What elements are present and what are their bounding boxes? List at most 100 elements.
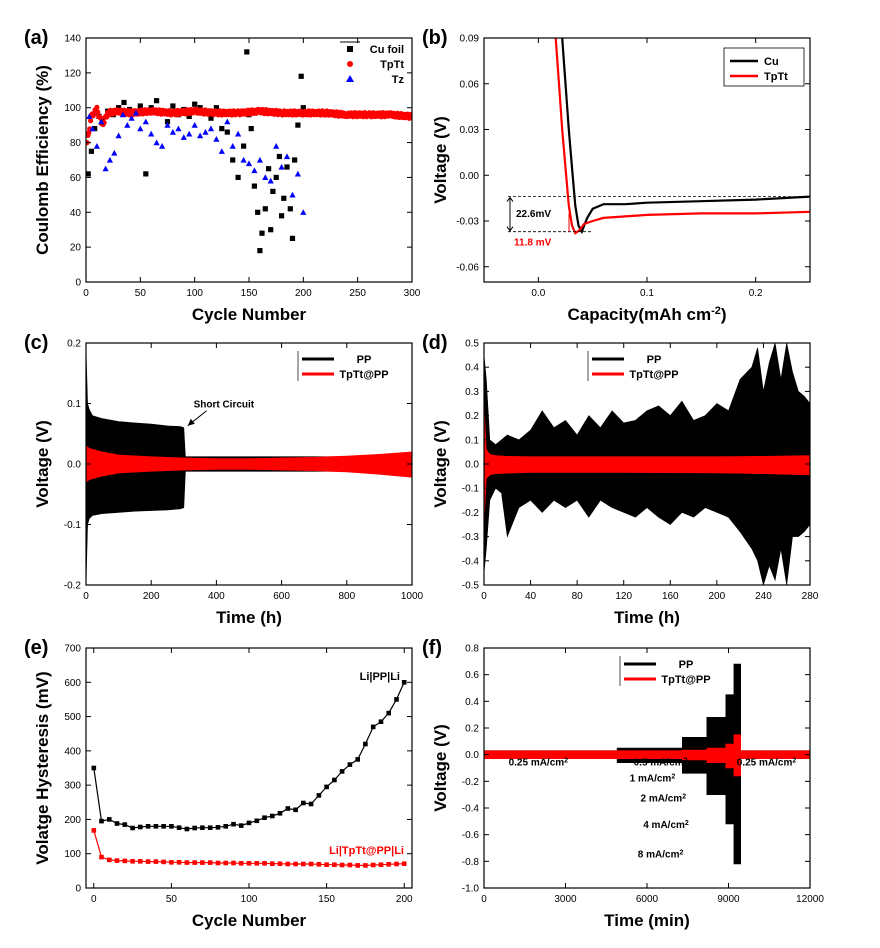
y-tick-label-d: -0.5 bbox=[462, 581, 480, 592]
series-a-2-point bbox=[240, 156, 247, 163]
series-e-0-point bbox=[238, 823, 244, 828]
legend-label-d: TpTt@PP bbox=[629, 369, 678, 381]
y-tick-label-a: 60 bbox=[70, 173, 82, 184]
series-a-0-point bbox=[208, 115, 214, 121]
y-tick-label-c: -0.1 bbox=[64, 520, 82, 531]
x-axis-title-e: Cycle Number bbox=[192, 911, 307, 930]
rate-label-sup: 2 bbox=[685, 820, 689, 827]
series-a-0-point bbox=[257, 248, 263, 254]
series-a-0-point bbox=[137, 103, 143, 109]
y-tick-label-e: 100 bbox=[64, 849, 81, 860]
series-e-0-point bbox=[161, 824, 166, 829]
series-e-0-point bbox=[184, 826, 190, 832]
series-a-0-point bbox=[270, 188, 276, 194]
y-axis-title-c: Voltage (V) bbox=[33, 420, 52, 508]
panel-label-b: (b) bbox=[422, 27, 448, 49]
chart-panel-e: 0 50 100 150 200 0 100 200 300 400 500 600 700 (e) Cyc… bbox=[24, 637, 413, 930]
series-e-0-point bbox=[176, 825, 182, 830]
y-tick-label-d: 0.2 bbox=[465, 411, 479, 422]
x-tick-label-a: 200 bbox=[295, 288, 312, 299]
y-tick-label-c: 0.1 bbox=[67, 399, 81, 410]
series-a-0-point bbox=[92, 126, 98, 132]
y-tick-label-d: 0.1 bbox=[465, 435, 479, 446]
series-e-1-point bbox=[114, 858, 120, 863]
y-tick-label-a: 120 bbox=[64, 68, 81, 79]
series-e-0-point bbox=[223, 824, 228, 829]
x-tick-label-f: 9000 bbox=[717, 894, 740, 905]
panel-label-c: (c) bbox=[24, 332, 48, 354]
rate-label-sup: 2 bbox=[682, 793, 686, 800]
legend-marker-a bbox=[346, 75, 354, 82]
series-a-2-point bbox=[98, 118, 105, 125]
rate-label: 2 mA/cm2 bbox=[641, 793, 687, 805]
series-e-1-point bbox=[153, 859, 159, 864]
plot-area-b bbox=[554, 38, 810, 235]
series-e-0-point bbox=[130, 825, 135, 831]
series-e-0-point bbox=[277, 811, 283, 816]
series-e-0-point bbox=[145, 824, 151, 829]
series-e-0-point bbox=[122, 822, 128, 827]
y-tick-label-e: 0 bbox=[75, 884, 81, 895]
series-a-0-point bbox=[273, 174, 279, 180]
arrow-head-cu-up bbox=[506, 196, 514, 202]
y-tick-label-f: -0.2 bbox=[462, 777, 480, 788]
series-a-0-point bbox=[266, 166, 272, 172]
series-e-0-point bbox=[192, 825, 197, 831]
series-d-1 bbox=[484, 403, 810, 525]
series-e-0-point bbox=[200, 825, 205, 830]
y-tick-label-a: 40 bbox=[70, 208, 82, 219]
x-tick-label-d: 240 bbox=[755, 591, 772, 602]
series-a-0-point bbox=[259, 230, 265, 236]
plot-area-e bbox=[91, 680, 407, 868]
series-a-2-point bbox=[128, 115, 135, 121]
series-a-0-point bbox=[230, 157, 236, 163]
series-a-0-point bbox=[219, 126, 225, 132]
series-a-0-point bbox=[88, 148, 94, 154]
annotation-short-circuit: Short Circuit bbox=[194, 400, 255, 411]
series-a-2-point bbox=[262, 174, 269, 180]
series-e-1-point bbox=[231, 860, 236, 866]
x-tick-label-f: 0 bbox=[481, 894, 487, 905]
series-a-1 bbox=[86, 104, 412, 146]
legend-label-a: TpTt bbox=[380, 59, 404, 71]
legend-label-a: Cu foil bbox=[370, 44, 404, 56]
series-a-0-point bbox=[244, 49, 250, 55]
legend-label-d: PP bbox=[647, 354, 662, 366]
y-tick-label-a: 140 bbox=[64, 34, 81, 45]
x-tick-label-b: 0.1 bbox=[640, 288, 654, 299]
y-tick-label-b: 0.00 bbox=[460, 171, 480, 182]
y-tick-label-d: 0.3 bbox=[465, 387, 479, 398]
series-c-1 bbox=[86, 445, 412, 483]
series-e-0-point bbox=[231, 821, 236, 827]
series-a-0-point bbox=[276, 153, 282, 160]
panel-label-d: (d) bbox=[422, 332, 448, 354]
x-tick-label-a: 50 bbox=[135, 288, 147, 299]
series-e-0-point bbox=[285, 806, 291, 811]
series-a-1-point bbox=[408, 111, 412, 117]
series-b-0-line bbox=[561, 38, 810, 235]
legend-label-b: Cu bbox=[764, 56, 779, 68]
y-tick-label-f: 0.2 bbox=[465, 724, 479, 735]
chart-panel-d: 0 40 80 120 160 200 240 280 -0.5 -0.4 -0.3 -0.2 -0.1… bbox=[422, 332, 819, 627]
y-tick-label-f: 0.6 bbox=[465, 670, 479, 681]
series-a-2-point bbox=[235, 130, 242, 137]
series-a-1-point bbox=[95, 109, 101, 115]
series-a-0-point bbox=[300, 105, 306, 111]
panel-label-a: (a) bbox=[24, 27, 48, 49]
y-tick-label-e: 700 bbox=[64, 644, 81, 655]
series-e-0-point bbox=[262, 815, 267, 820]
series-a-2-point bbox=[89, 125, 96, 132]
y-tick-label-f: 0.8 bbox=[465, 644, 479, 655]
series-e-1-point bbox=[184, 860, 190, 865]
series-e-0-point bbox=[386, 710, 391, 716]
y-tick-label-c: 0.2 bbox=[67, 339, 81, 350]
series-e-1-point bbox=[246, 861, 252, 866]
series-a-2-point bbox=[207, 125, 215, 132]
series-f-0-band bbox=[484, 663, 810, 865]
series-a-2-point bbox=[256, 156, 263, 163]
series-f-1 bbox=[484, 734, 810, 777]
x-axis-title-d: Time (h) bbox=[614, 608, 680, 627]
x-tick-label-c: 400 bbox=[208, 591, 225, 602]
series-e-0-point bbox=[246, 820, 252, 826]
series-a-0-point bbox=[289, 235, 296, 241]
